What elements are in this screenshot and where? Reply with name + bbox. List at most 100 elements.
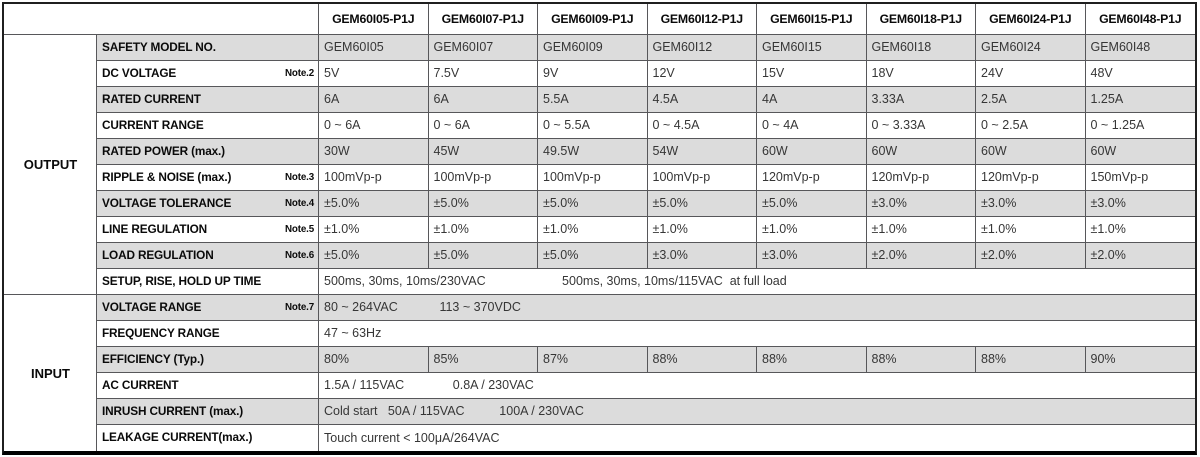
spec-cell: 85% (428, 347, 538, 373)
spec-cell: ±3.0% (757, 243, 867, 269)
spec-cell: 6A (319, 87, 429, 113)
row-label: FREQUENCY RANGE (97, 321, 319, 347)
spec-cell: ±3.0% (1085, 191, 1195, 217)
spec-cell: 120mVp-p (866, 165, 976, 191)
row-label-text: SAFETY MODEL NO. (102, 39, 216, 54)
spec-cell: 100mVp-p (428, 165, 538, 191)
spec-cell: 88% (866, 347, 976, 373)
spec-cell: ±5.0% (538, 191, 648, 217)
row-label-text: LEAKAGE CURRENT(max.) (102, 430, 253, 445)
row-label: RATED CURRENT (97, 87, 319, 113)
spec-cell: 120mVp-p (976, 165, 1086, 191)
spec-cell: 5.5A (538, 87, 648, 113)
spec-cell: GEM60I48 (1085, 35, 1195, 61)
spec-cell: ±5.0% (319, 191, 429, 217)
spec-cell: 48V (1085, 61, 1195, 87)
spec-cell: GEM60I18 (866, 35, 976, 61)
row-label-text: VOLTAGE TOLERANCE (102, 195, 232, 210)
spec-cell: ±1.0% (1085, 217, 1195, 243)
spec-cell: 15V (757, 61, 867, 87)
section-cell-input: INPUT (4, 295, 97, 451)
spec-cell: 0 ~ 1.25A (1085, 113, 1195, 139)
spec-cell: 60W (1085, 139, 1195, 165)
model-header-cell: GEM60I05-P1J (319, 4, 429, 35)
spec-cell: 30W (319, 139, 429, 165)
spec-cell: 45W (428, 139, 538, 165)
model-header-cell: GEM60I07-P1J (428, 4, 538, 35)
row-label-text: RATED CURRENT (102, 91, 201, 106)
spec-cell: ±1.0% (757, 217, 867, 243)
row-label: LOAD REGULATION Note.6 (97, 243, 319, 269)
spec-cell: 60W (866, 139, 976, 165)
spec-cell: 5V (319, 61, 429, 87)
spec-cell: ±5.0% (538, 243, 648, 269)
row-label-text: INRUSH CURRENT (max.) (102, 403, 244, 418)
spec-cell: ±2.0% (976, 243, 1086, 269)
spec-cell: 60W (976, 139, 1086, 165)
spec-cell: 3.33A (866, 87, 976, 113)
row-note: Note.2 (284, 67, 314, 79)
row-label-text: RATED POWER (max.) (102, 143, 225, 158)
spec-cell: GEM60I05 (319, 35, 429, 61)
section-cell-output: OUTPUT (4, 35, 97, 295)
spec-span-cell: 47 ~ 63Hz (319, 321, 1195, 347)
row-label-text: SETUP, RISE, HOLD UP TIME (102, 273, 262, 288)
row-label-text: RIPPLE & NOISE (max.) (102, 169, 232, 184)
spec-cell: GEM60I12 (647, 35, 757, 61)
row-note: Note.5 (284, 223, 314, 235)
row-label-text: DC VOLTAGE (102, 65, 177, 80)
row-label: AC CURRENT (97, 373, 319, 399)
spec-cell: 100mVp-p (647, 165, 757, 191)
spec-cell: 0 ~ 5.5A (538, 113, 648, 139)
row-label: VOLTAGE TOLERANCE Note.4 (97, 191, 319, 217)
spec-cell: ±1.0% (976, 217, 1086, 243)
model-header-cell: GEM60I18-P1J (866, 4, 976, 35)
spec-span-cell: Cold start 50A / 115VAC 100A / 230VAC (319, 399, 1195, 425)
row-label: CURRENT RANGE (97, 113, 319, 139)
row-label-text: VOLTAGE RANGE (102, 299, 202, 314)
corner-cell (4, 4, 319, 35)
spec-cell: ±3.0% (647, 243, 757, 269)
row-label-text: FREQUENCY RANGE (102, 325, 220, 340)
spec-cell: 0 ~ 4A (757, 113, 867, 139)
spec-cell: 1.25A (1085, 87, 1195, 113)
model-header-cell: GEM60I48-P1J (1085, 4, 1195, 35)
spec-cell: 9V (538, 61, 648, 87)
row-note: Note.3 (284, 171, 314, 183)
spec-cell: 12V (647, 61, 757, 87)
spec-cell: ±1.0% (866, 217, 976, 243)
spec-cell: 24V (976, 61, 1086, 87)
row-label-text: LINE REGULATION (102, 221, 208, 236)
row-label: LINE REGULATION Note.5 (97, 217, 319, 243)
row-label: LEAKAGE CURRENT(max.) (97, 425, 319, 451)
spec-cell: 0 ~ 6A (319, 113, 429, 139)
spec-cell: ±2.0% (1085, 243, 1195, 269)
model-header-cell: GEM60I24-P1J (976, 4, 1086, 35)
row-label: INRUSH CURRENT (max.) (97, 399, 319, 425)
row-label: DC VOLTAGE Note.2 (97, 61, 319, 87)
row-note: Note.6 (284, 249, 314, 261)
spec-cell: ±1.0% (319, 217, 429, 243)
spec-cell: 7.5V (428, 61, 538, 87)
spec-cell: ±5.0% (757, 191, 867, 217)
spec-cell: GEM60I09 (538, 35, 648, 61)
spec-cell: 80% (319, 347, 429, 373)
row-label-text: CURRENT RANGE (102, 117, 204, 132)
spec-cell: GEM60I24 (976, 35, 1086, 61)
row-label: VOLTAGE RANGE Note.7 (97, 295, 319, 321)
model-header-cell: GEM60I09-P1J (538, 4, 648, 35)
spec-cell: 54W (647, 139, 757, 165)
spec-cell: 18V (866, 61, 976, 87)
spec-cell: ±1.0% (647, 217, 757, 243)
row-label: RIPPLE & NOISE (max.) Note.3 (97, 165, 319, 191)
spec-cell: 4A (757, 87, 867, 113)
spec-cell: 88% (976, 347, 1086, 373)
spec-cell: 88% (647, 347, 757, 373)
spec-cell: 87% (538, 347, 648, 373)
spec-cell: 0 ~ 6A (428, 113, 538, 139)
row-label: SAFETY MODEL NO. (97, 35, 319, 61)
spec-cell: 90% (1085, 347, 1195, 373)
spec-cell: ±5.0% (428, 191, 538, 217)
